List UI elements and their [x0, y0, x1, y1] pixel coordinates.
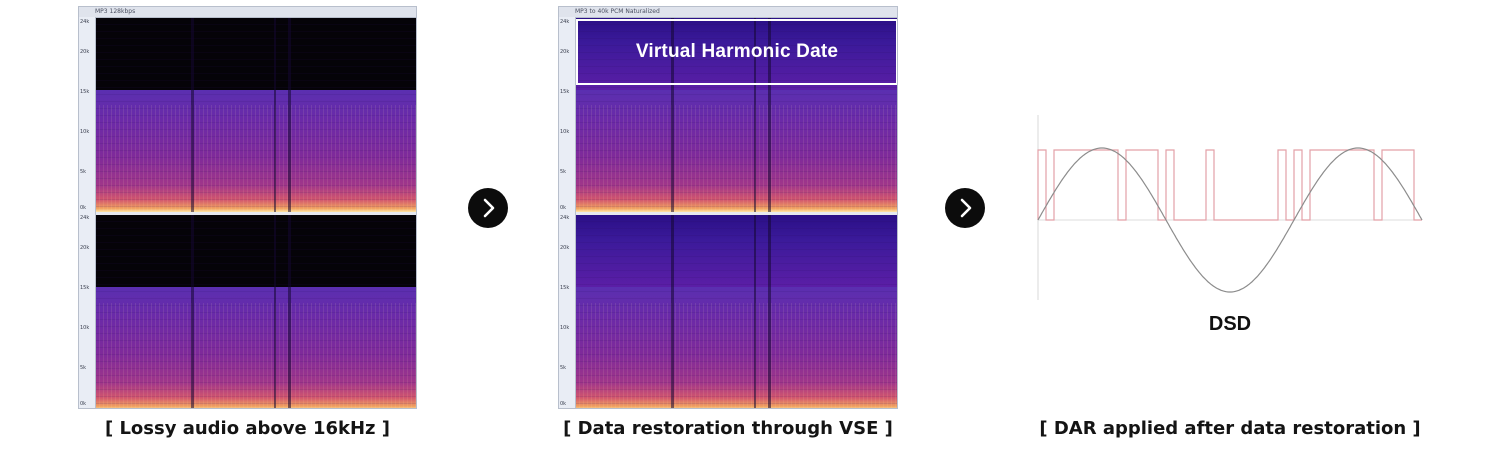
channel-top: [576, 18, 897, 212]
tick-label: 10k: [80, 129, 90, 135]
pulse-train: [1037, 149, 1422, 221]
spectrogram-restored: MP3 to 40k PCM Naturalized 24k 20k 15k 1…: [558, 6, 898, 409]
chevron-right-icon: [483, 198, 495, 218]
caption-lossy: [ Lossy audio above 16kHz ]: [104, 418, 391, 439]
channel-bottom: [576, 215, 897, 408]
dsd-label: DSD: [1208, 313, 1252, 335]
virtual-harmonic-highlight: Virtual Harmonic Date: [576, 19, 897, 85]
sine-wave: [1037, 147, 1423, 293]
tick-label: 5k: [80, 365, 87, 371]
tick-label: 15k: [80, 285, 90, 291]
tick-label: 24k: [560, 215, 570, 221]
channel-bottom: [96, 215, 416, 408]
frequency-ruler: 24k 20k 15k 10k 5k 0k 24k 20k 15k 10k 5k…: [79, 17, 96, 408]
spectrogram-area: [576, 18, 897, 408]
tick-label: 20k: [560, 49, 570, 55]
chevron-right-icon: [960, 198, 972, 218]
tick-label: 5k: [560, 365, 567, 371]
spectrogram-header: MP3 to 40k PCM Naturalized: [559, 7, 897, 18]
next-arrow-button[interactable]: [945, 188, 985, 228]
tick-label: 10k: [560, 325, 570, 331]
tick-label: 10k: [560, 129, 570, 135]
tick-label: 15k: [80, 89, 90, 95]
tick-label: 0k: [560, 401, 567, 407]
virtual-harmonic-label: Virtual Harmonic Date: [635, 41, 839, 62]
next-arrow-button[interactable]: [468, 188, 508, 228]
tick-label: 20k: [560, 245, 570, 251]
channel-top: [96, 18, 416, 212]
tick-label: 24k: [560, 19, 570, 25]
tick-label: 5k: [80, 169, 87, 175]
tick-label: 20k: [80, 49, 90, 55]
spectrogram-lossy: MP3 128kbps 24k 20k 15k 10k 5k 0k 24k 20…: [78, 6, 417, 409]
tick-label: 5k: [560, 169, 567, 175]
tick-label: 0k: [560, 205, 567, 211]
tick-label: 20k: [80, 245, 90, 251]
tick-label: 24k: [80, 19, 90, 25]
tick-label: 24k: [80, 215, 90, 221]
tick-label: 15k: [560, 285, 570, 291]
spectrogram-header: MP3 128kbps: [79, 7, 416, 18]
tick-label: 0k: [80, 205, 87, 211]
caption-restoration: [ Data restoration through VSE ]: [563, 418, 893, 439]
dsd-waveform: [1037, 115, 1423, 300]
tick-label: 10k: [80, 325, 90, 331]
tick-label: 0k: [80, 401, 87, 407]
frequency-ruler: 24k 20k 15k 10k 5k 0k 24k 20k 15k 10k 5k…: [559, 17, 576, 408]
tick-label: 15k: [560, 89, 570, 95]
spectrogram-area: [96, 18, 416, 408]
caption-dar: [ DAR applied after data restoration ]: [1039, 418, 1421, 439]
